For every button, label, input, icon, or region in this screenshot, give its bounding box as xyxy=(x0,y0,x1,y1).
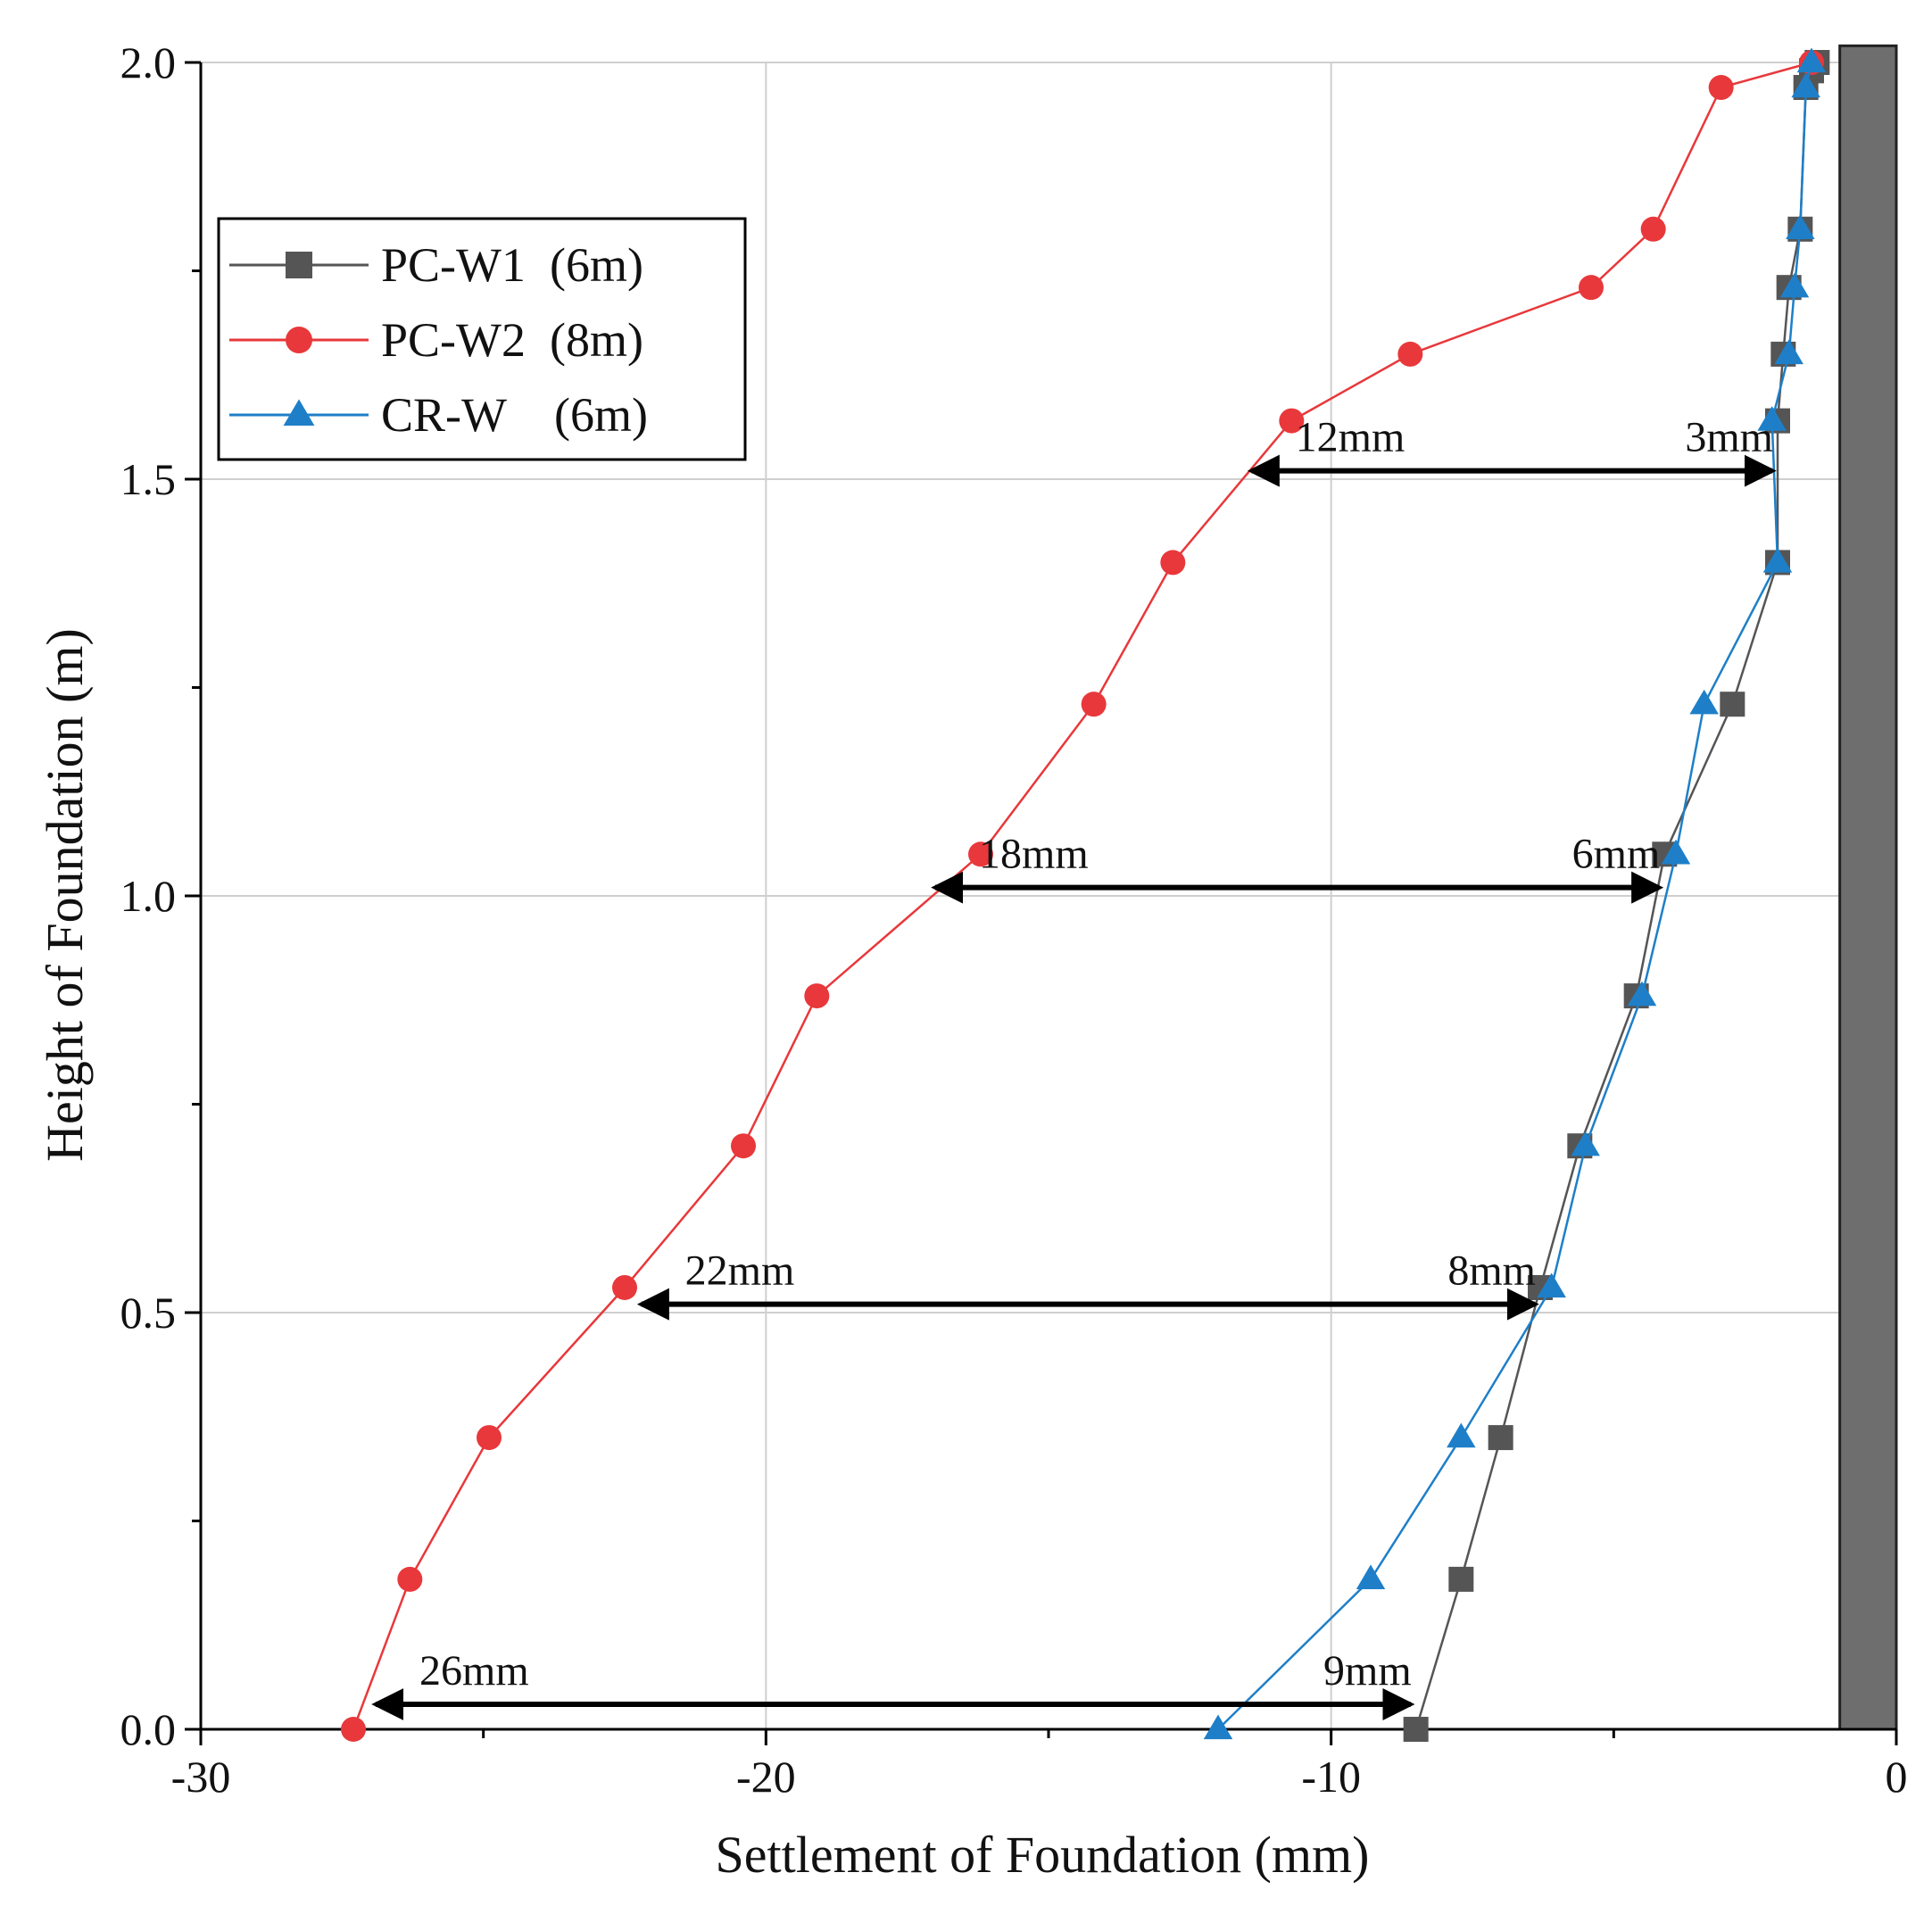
annotation-label-left: 12mm xyxy=(1296,414,1405,461)
y-axis-title: Height of Foundation (m) xyxy=(36,628,94,1162)
data-point xyxy=(1627,981,1657,1007)
x-tick-label: -20 xyxy=(736,1752,796,1802)
legend-entry-1: PC-W2 (8m) xyxy=(229,313,643,367)
annotation-2: 18mm 6mm xyxy=(931,831,1664,904)
data-point xyxy=(1160,550,1186,576)
data-point xyxy=(1447,1422,1476,1448)
legend-label: PC-W2 (8m) xyxy=(381,313,643,367)
annotation-label-right: 6mm xyxy=(1572,831,1661,878)
y-tick-label: 0.5 xyxy=(120,1288,177,1338)
data-point xyxy=(1796,47,1827,73)
data-point xyxy=(1203,1714,1233,1740)
data-point xyxy=(1689,689,1719,715)
legend-marker xyxy=(286,252,312,278)
x-tick-label: -30 xyxy=(171,1752,231,1802)
foundation-layer xyxy=(1838,44,1898,1731)
data-point xyxy=(1786,214,1815,239)
x-tick-label: 0 xyxy=(1886,1752,1908,1802)
annotation-1: 22mm 8mm xyxy=(636,1247,1539,1321)
data-point xyxy=(1397,341,1423,367)
x-tick-label: -10 xyxy=(1301,1752,1361,1802)
data-point xyxy=(1571,1131,1600,1156)
data-point xyxy=(731,1133,756,1159)
data-point xyxy=(1579,275,1604,301)
data-point xyxy=(1537,1272,1566,1298)
data-point xyxy=(1081,692,1107,717)
data-point xyxy=(1448,1566,1474,1592)
legend-label: CR-W (6m) xyxy=(381,388,648,442)
data-point xyxy=(1640,216,1666,242)
annotation-3: 12mm 3mm xyxy=(1247,414,1777,487)
y-tick-label: 2.0 xyxy=(120,37,177,87)
data-point xyxy=(1762,547,1793,573)
annotation-label-right: 9mm xyxy=(1323,1647,1412,1694)
legend-label: PC-W1 (6m) xyxy=(381,238,643,292)
axes-layer: -30 -20 -10 0 0.0 0.5 1.0 1.5 2.0 xyxy=(120,37,1908,1802)
series-2 xyxy=(1203,47,1827,1740)
data-point xyxy=(1757,406,1787,431)
y-tick-label: 1.0 xyxy=(120,871,177,921)
foundation-bar xyxy=(1838,44,1898,1731)
legend: PC-W1 (6m) PC-W2 (8m) CR-W (6m) xyxy=(217,217,747,461)
data-point xyxy=(1488,1425,1513,1451)
data-point xyxy=(612,1274,637,1300)
legend-marker xyxy=(283,399,315,426)
data-point xyxy=(1279,408,1305,434)
annotation-label-left: 18mm xyxy=(979,831,1089,878)
series-1 xyxy=(341,50,1824,1742)
data-point xyxy=(1791,72,1820,98)
data-point xyxy=(1720,692,1745,717)
data-point xyxy=(1708,75,1734,101)
data-point xyxy=(1356,1564,1386,1590)
data-point xyxy=(1403,1717,1429,1742)
data-point xyxy=(477,1425,502,1451)
data-point xyxy=(968,841,993,867)
y-tick-label: 0.0 xyxy=(120,1704,177,1754)
data-point xyxy=(804,983,830,1009)
data-point xyxy=(1779,272,1810,298)
data-point xyxy=(397,1566,423,1592)
data-point xyxy=(1774,339,1803,365)
legend-entry-0: PC-W1 (6m) xyxy=(229,238,643,292)
annotation-layer: 26mm 9mm 22mm 8mm 18mm 6mm 12mm 3mm xyxy=(371,414,1777,1720)
legend-marker xyxy=(286,327,312,353)
data-point xyxy=(1661,839,1691,865)
annotation-label-right: 8mm xyxy=(1447,1247,1536,1295)
annotation-label-left: 26mm xyxy=(419,1647,529,1694)
series-layer xyxy=(341,47,1830,1742)
y-tick-label: 1.5 xyxy=(120,454,177,504)
data-point xyxy=(341,1717,366,1742)
legend-entry-2: CR-W (6m) xyxy=(229,388,648,442)
annotation-label-right: 3mm xyxy=(1685,414,1773,461)
annotation-label-left: 22mm xyxy=(685,1247,795,1295)
annotation-0: 26mm 9mm xyxy=(371,1647,1415,1720)
x-axis-title: Settlement of Foundation (mm) xyxy=(716,1826,1370,1884)
